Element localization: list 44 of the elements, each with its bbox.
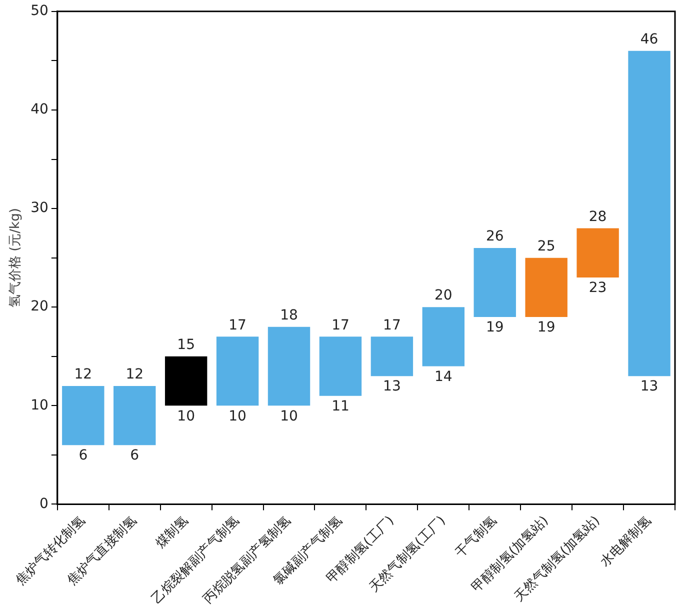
bar <box>474 248 516 317</box>
y-tick-label: 10 <box>30 397 48 414</box>
bar <box>525 258 568 317</box>
annotation: 28 <box>588 208 607 225</box>
annotation: 15 <box>177 337 195 354</box>
annotation: 6 <box>78 448 88 464</box>
annotation: 17 <box>228 317 246 334</box>
y-tick-label: 40 <box>30 102 48 118</box>
bar <box>319 336 362 396</box>
annotation: 12 <box>74 366 92 383</box>
annotation: 12 <box>126 366 144 383</box>
annotation: 26 <box>486 228 504 245</box>
y-tick-label: 30 <box>30 200 48 216</box>
annotation: 10 <box>177 408 195 424</box>
annotation: 10 <box>280 408 298 424</box>
bar <box>164 356 208 406</box>
annotation: 19 <box>486 320 504 336</box>
annotation: 14 <box>434 368 452 385</box>
bar <box>576 228 619 278</box>
annotation: 10 <box>228 408 246 424</box>
annotation: 18 <box>280 307 298 324</box>
annotation: 6 <box>130 448 140 464</box>
y-tick-label: 0 <box>39 496 48 512</box>
annotation: 17 <box>383 317 401 334</box>
annotation: 11 <box>332 398 350 414</box>
annotation: 46 <box>640 31 658 48</box>
x-tick-label: 煤制氢 <box>153 513 192 552</box>
annotation: 13 <box>383 378 401 395</box>
annotation: 20 <box>434 288 452 304</box>
bar <box>628 50 670 376</box>
annotation: 13 <box>640 378 658 395</box>
y-tick-label: 20 <box>30 298 48 315</box>
bar <box>114 386 156 446</box>
annotation: 23 <box>588 280 607 296</box>
bar <box>422 307 465 366</box>
annotation: 25 <box>537 238 556 254</box>
y-axis-title: 氢气价格 (元/kg) <box>8 208 24 308</box>
bar <box>268 326 310 406</box>
bar <box>216 336 259 406</box>
bar <box>62 386 104 446</box>
bar <box>370 336 414 376</box>
annotation: 17 <box>332 317 350 334</box>
y-tick-label: 50 <box>30 3 48 20</box>
annotation: 19 <box>537 320 556 336</box>
